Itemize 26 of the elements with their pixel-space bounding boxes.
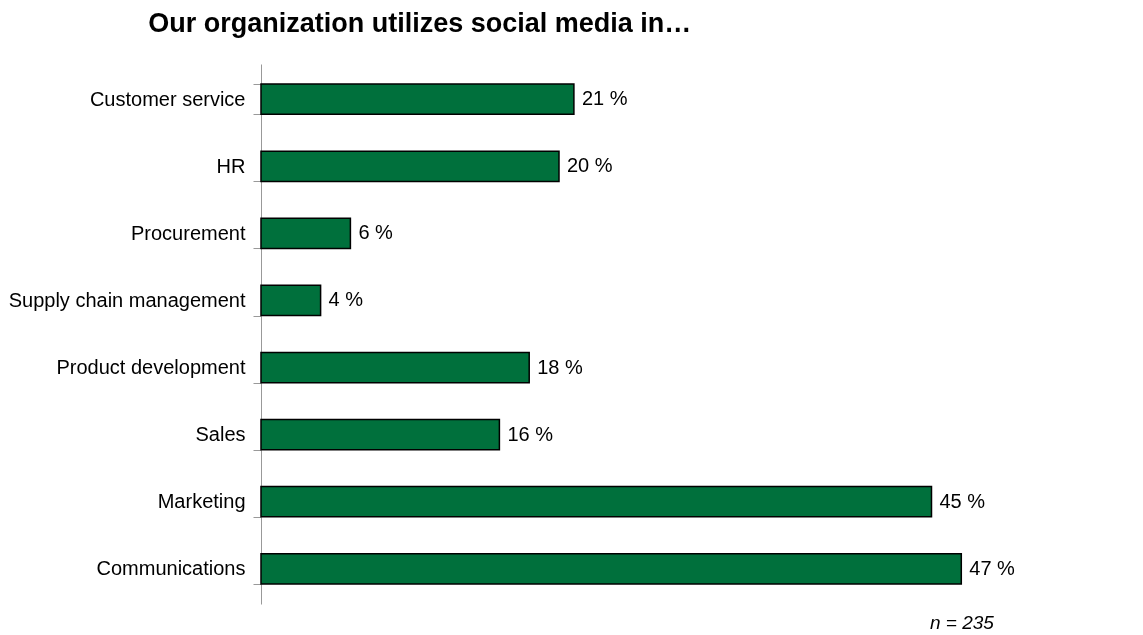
text: n = 235	[930, 612, 994, 634]
y-tick-label: Customer service	[89, 87, 246, 110]
bar	[260, 150, 560, 183]
bar	[260, 418, 501, 451]
y-tick-label: Procurement	[131, 221, 246, 244]
data-label: 18 %	[537, 355, 583, 378]
y-tick-label: Sales	[195, 423, 246, 446]
data-label: 20 %	[567, 154, 613, 177]
data-label: 6 %	[358, 221, 394, 244]
bar	[260, 485, 933, 518]
bar	[260, 552, 963, 585]
data-label: 47 %	[969, 556, 1016, 579]
data-label: 21 %	[581, 87, 628, 110]
data-label: 16 %	[507, 422, 554, 445]
data-label: 45 %	[939, 489, 986, 512]
bar	[260, 284, 322, 317]
y-tick-label: Marketing	[157, 490, 246, 513]
y-tick-label: HR	[216, 154, 246, 177]
bar	[260, 83, 575, 116]
y-tick-label: Product development	[56, 356, 246, 379]
data-label: 4 %	[328, 288, 364, 311]
y-tick-label: Supply chain management	[8, 288, 246, 311]
bar	[260, 217, 352, 250]
bar	[260, 351, 530, 384]
chart-title: Our organization utilizes social media in…	[148, 8, 692, 38]
y-tick-label: Communications	[96, 557, 246, 580]
